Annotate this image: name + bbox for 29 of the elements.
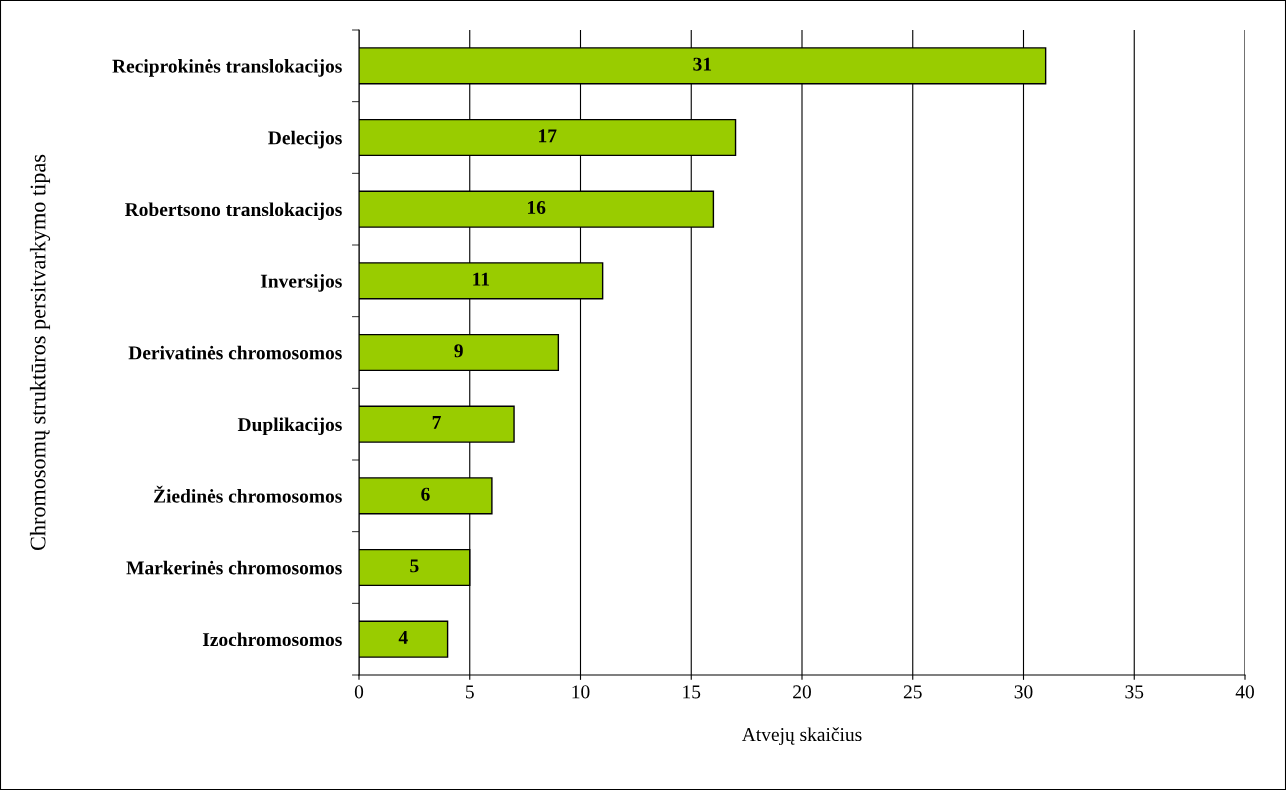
x-tick-label: 10 (572, 685, 590, 699)
x-tick-label: 30 (1014, 685, 1033, 699)
x-tick-label: 0 (354, 685, 364, 699)
y-tick-label: Derivatinės chromosomos (128, 345, 342, 360)
x-tick-label: 20 (793, 685, 811, 699)
x-tick-label: 5 (466, 685, 474, 699)
data-label: 7 (432, 416, 441, 429)
data-label: 16 (528, 200, 546, 215)
data-label: 31 (693, 57, 712, 71)
y-tick-label: Delecijos (268, 130, 342, 149)
data-label: 9 (454, 344, 463, 358)
x-tick-label: 40 (1235, 685, 1254, 699)
y-tick-label: Reciprokinės translokacijos (112, 59, 342, 77)
y-tick-label: Inversijos (260, 274, 342, 292)
x-axis-title: Atvejų skaičius (741, 727, 862, 746)
y-tick-label: Izochromosomos (202, 632, 342, 647)
data-label: 6 (421, 487, 430, 501)
y-tick-label: Markerinės chromosomos (126, 560, 342, 575)
data-label: 11 (473, 272, 490, 286)
data-label: 17 (539, 129, 557, 143)
data-label: 4 (398, 631, 408, 644)
y-tick-label: Robertsono translokacijos (125, 202, 342, 221)
y-tick-label: Duplikacijos (237, 417, 342, 436)
x-tick-label: 35 (1125, 685, 1144, 699)
x-tick-label: 15 (683, 685, 701, 699)
y-tick-label: Žiedinės chromosomos (154, 485, 342, 503)
data-label: 5 (410, 559, 419, 573)
y-axis-title: Chromosomų struktūros persitvarkymo tipas (29, 154, 51, 551)
x-tick-label: 25 (903, 685, 922, 699)
